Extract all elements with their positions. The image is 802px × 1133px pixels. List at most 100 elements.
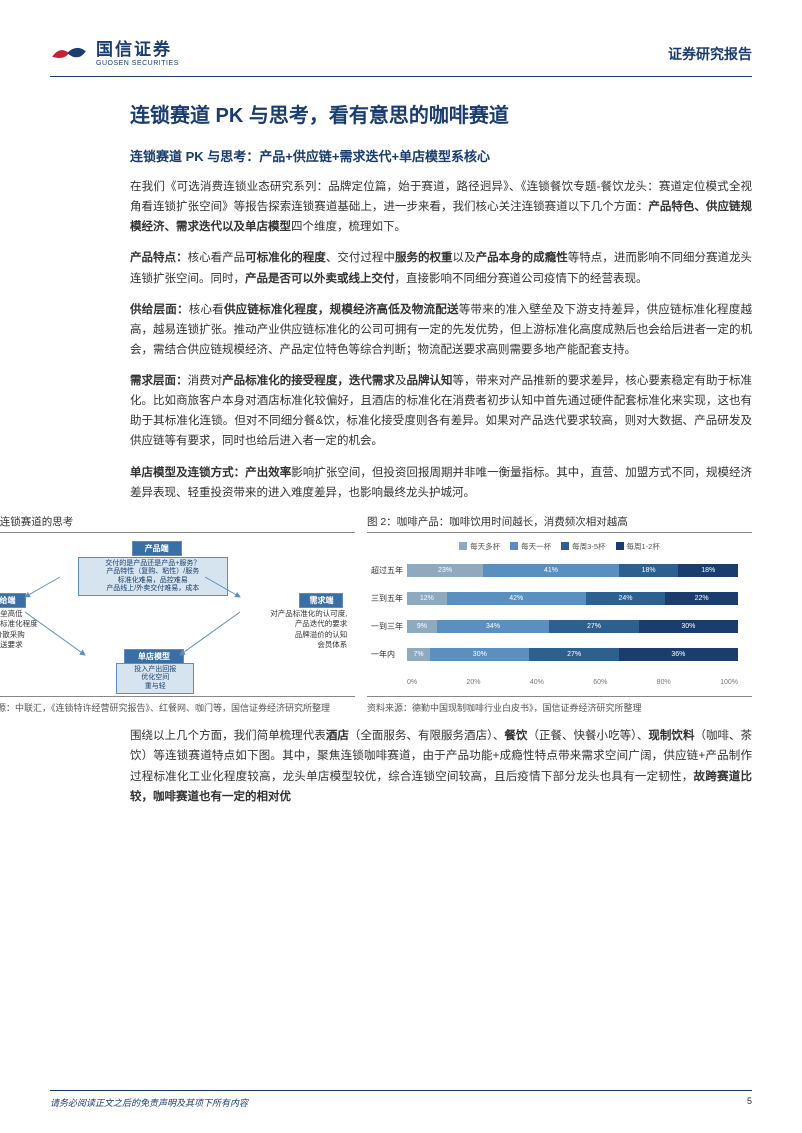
- figure-1-diagram: 产品端 交付的是产品还是产品+服务？ 产品特性（复购、粘性）/服务 标准化难易，…: [0, 537, 355, 696]
- legend-label: 每周1-2杯: [627, 541, 660, 552]
- figures-row: 图 1：连锁赛道的思考 产品端 交付的是产品还是产品+服务？ 产品特性（复购、粘…: [0, 514, 752, 715]
- text: 围绕以上几个方面，我们简单梳理代表: [130, 730, 326, 742]
- disclaimer: 请务必阅读正文之后的免责声明及其项下所有内容: [50, 1096, 248, 1109]
- bar-row: 三到五年12%42%24%22%: [407, 590, 738, 608]
- page-title: 连锁赛道 PK 与思考，看有意思的咖啡赛道: [130, 99, 752, 128]
- section-subtitle: 连锁赛道 PK 与思考：产品+供应链+需求迭代+单店模型系核心: [130, 146, 752, 165]
- page-number: 5: [747, 1096, 752, 1109]
- legend-item: 每天多杯: [459, 541, 500, 552]
- closing-paragraph-wrap: 围绕以上几个方面，我们简单梳理代表酒店（全面服务、有限服务酒店）、餐饮（正餐、快…: [50, 726, 752, 807]
- bar-segment: 36%: [619, 648, 738, 661]
- text: 、交付过程中: [326, 252, 395, 264]
- brand-name-cn: 国信证券: [96, 41, 179, 58]
- text: 消费对: [188, 375, 223, 387]
- bar-track: 12%42%24%22%: [407, 592, 738, 605]
- text-bold: 单店模型及连锁方式：产出效率: [130, 467, 291, 479]
- bar-segment: 18%: [678, 564, 738, 577]
- bar-segment: 23%: [407, 564, 483, 577]
- logo-icon: [50, 40, 88, 68]
- brand-logo: 国信证券 GUOSEN SECURITIES: [50, 40, 179, 68]
- bar-label: 一到三年: [371, 621, 403, 632]
- diagram-left-detail: 进入壁垒高低 供应链标准化程度 统一/分散采购 物流配送要求: [0, 609, 38, 651]
- bar-row: 超过五年23%41%18%18%: [407, 562, 738, 580]
- text: 以及: [453, 252, 476, 264]
- page-footer: 请务必阅读正文之后的免责声明及其项下所有内容 5: [50, 1090, 752, 1109]
- figure-1: 图 1：连锁赛道的思考 产品端 交付的是产品还是产品+服务？ 产品特性（复购、粘…: [0, 514, 355, 715]
- bar-segment: 18%: [619, 564, 679, 577]
- legend-swatch: [561, 542, 569, 550]
- legend-label: 每天一杯: [521, 541, 551, 552]
- text: （正餐、快餐小吃等）、: [527, 730, 648, 742]
- bar-segment: 22%: [665, 592, 738, 605]
- text-bold: 可标准化的程度: [245, 252, 326, 264]
- xtick: 100%: [720, 679, 738, 686]
- page-header: 国信证券 GUOSEN SECURITIES 证券研究报告: [50, 40, 752, 77]
- xtick: 40%: [530, 679, 544, 686]
- legend-item: 每周3-5杯: [561, 541, 605, 552]
- paragraph-product: 产品特点：核心看产品可标准化的程度、交付过程中服务的权重以及产品本身的成瘾性等特…: [130, 248, 752, 288]
- figure-1-source: 资料来源：中联汇，《连锁特许经营研究报告》、红餐网、咖门等，国信证券经济研究所整…: [0, 702, 355, 715]
- bar-row: 一年内7%30%27%36%: [407, 646, 738, 664]
- text: 核心看: [189, 304, 224, 316]
- diagram-node-bottom-detail: 投入产出回报 优化空间 重与轻: [116, 663, 194, 694]
- text-bold: 供应链标准化程度，规模经济高低及物流配送: [224, 304, 459, 316]
- legend-label: 每周3-5杯: [572, 541, 605, 552]
- paragraph-store-model: 单店模型及连锁方式：产出效率影响扩张空间，但投资回报周期并非唯一衡量指标。其中，…: [130, 463, 752, 503]
- text-bold: 供给层面：: [130, 304, 189, 316]
- diagram-right-detail: 对产品标准化的认可度, 产品迭代的要求 品牌溢价的认知 会员体系: [270, 609, 347, 651]
- xtick: 20%: [467, 679, 481, 686]
- figure-2-title: 图 2：咖啡产品：咖啡饮用时间越长，消费频次相对越高: [367, 514, 752, 533]
- brand-name-en: GUOSEN SECURITIES: [96, 60, 179, 67]
- legend-swatch: [510, 542, 518, 550]
- bar-segment: 7%: [407, 648, 430, 661]
- bar-label: 超过五年: [371, 565, 403, 576]
- bar-segment: 42%: [447, 592, 586, 605]
- figure-2-legend: 每天多杯 每天一杯 每周3-5杯 每周1-2杯: [367, 537, 752, 556]
- text-bold: 服务的权重: [395, 252, 453, 264]
- figure-1-title: 图 1：连锁赛道的思考: [0, 514, 355, 533]
- text-bold: 餐饮: [504, 730, 527, 742]
- paragraph-demand: 需求层面：消费对产品标准化的接受程度，迭代需求及品牌认知等，带来对产品推新的要求…: [130, 371, 752, 452]
- text-bold: 现制饮料: [648, 730, 694, 742]
- figure-2-source: 资料来源：德勤中国现制咖啡行业白皮书》，国信证券经济研究所整理: [367, 702, 752, 715]
- paragraph-intro: 在我们《可选消费连锁业态研究系列：品牌定位篇，始于赛道，路径迥异》、《连锁餐饮专…: [130, 177, 752, 237]
- text: 四个维度，梳理如下。: [291, 221, 406, 233]
- legend-item: 每天一杯: [510, 541, 551, 552]
- bar-track: 7%30%27%36%: [407, 648, 738, 661]
- bar-segment: 30%: [639, 620, 738, 633]
- legend-label: 每天多杯: [470, 541, 500, 552]
- xtick: 0%: [407, 679, 417, 686]
- text-bold: 产品本身的成瘾性: [476, 252, 568, 264]
- figure-2: 图 2：咖啡产品：咖啡饮用时间越长，消费频次相对越高 每天多杯 每天一杯 每周3-5…: [367, 514, 752, 715]
- text: ，直接影响不同细分赛道公司疫情下的经营表现。: [395, 273, 648, 285]
- xtick: 80%: [657, 679, 671, 686]
- paragraph-closing: 围绕以上几个方面，我们简单梳理代表酒店（全面服务、有限服务酒店）、餐饮（正餐、快…: [130, 726, 752, 807]
- paragraph-supply: 供给层面：核心看供应链标准化程度，规模经济高低及物流配送等带来的准入壁垒及下游支…: [130, 300, 752, 360]
- bar-row: 一到三年9%34%27%30%: [407, 618, 738, 636]
- figure-2-bars: 超过五年23%41%18%18%三到五年12%42%24%22%一到三年9%34…: [367, 556, 752, 688]
- diagram-node-right: 需求端: [299, 593, 343, 609]
- legend-swatch: [459, 542, 467, 550]
- bar-label: 三到五年: [371, 593, 403, 604]
- text: （全面服务、有限服务酒店）、: [349, 730, 505, 742]
- main-content: 连锁赛道 PK 与思考，看有意思的咖啡赛道 连锁赛道 PK 与思考：产品+供应链…: [50, 99, 752, 503]
- text: 及: [395, 375, 407, 387]
- bar-segment: 9%: [407, 620, 437, 633]
- bar-segment: 34%: [437, 620, 550, 633]
- text-bold: 需求层面：: [130, 375, 188, 387]
- bar-segment: 27%: [529, 648, 618, 661]
- diagram-node-top-detail: 交付的是产品还是产品+服务？ 产品特性（复购、粘性）/服务 标准化难易，品控难易…: [78, 557, 228, 597]
- text-bold: 产品标准化的接受程度，迭代需求: [222, 375, 395, 387]
- bar-track: 9%34%27%30%: [407, 620, 738, 633]
- bar-label: 一年内: [371, 649, 395, 660]
- text-bold: 品牌认知: [406, 375, 452, 387]
- bar-segment: 41%: [483, 564, 619, 577]
- text-bold: 产品是否可以外卖或线上交付: [245, 273, 395, 285]
- bar-segment: 12%: [407, 592, 447, 605]
- legend-swatch: [616, 542, 624, 550]
- diagram-node-top: 产品端: [132, 541, 182, 557]
- bar-segment: 30%: [430, 648, 529, 661]
- bar-segment: 24%: [586, 592, 665, 605]
- bar-segment: 27%: [549, 620, 638, 633]
- text-bold: 酒店: [326, 730, 349, 742]
